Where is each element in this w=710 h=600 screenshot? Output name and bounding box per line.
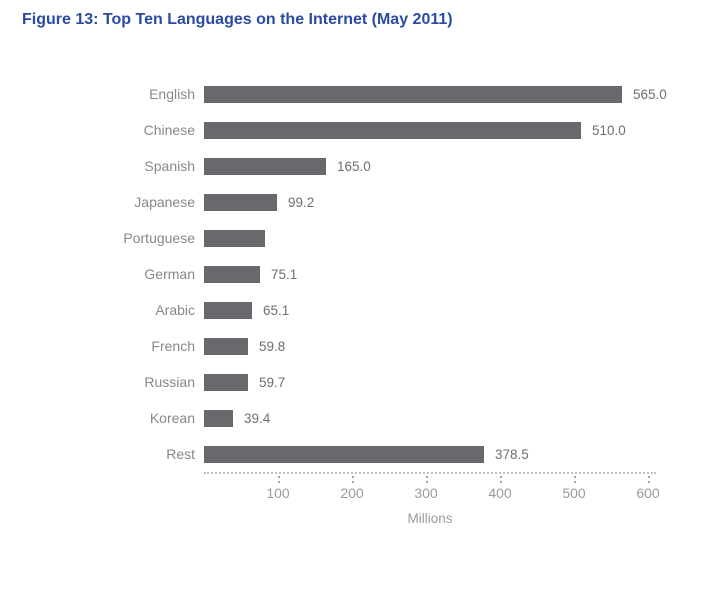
chart-row: Chinese 510.0 xyxy=(9,112,689,148)
value-label: 165.0 xyxy=(337,158,371,174)
x-axis-tick xyxy=(500,476,502,483)
x-axis-tick-label: 400 xyxy=(488,485,512,501)
category-label: Chinese xyxy=(143,122,195,138)
value-label: 378.5 xyxy=(495,446,529,462)
chart-row: Rest 378.5 xyxy=(9,436,689,472)
x-axis-tick-label: 100 xyxy=(266,485,290,501)
x-axis-tick xyxy=(426,476,428,483)
bar xyxy=(204,229,265,247)
bar xyxy=(204,265,260,283)
bar xyxy=(204,85,622,103)
x-axis-line xyxy=(204,472,656,474)
bar xyxy=(204,409,233,427)
figure-title: Figure 13: Top Ten Languages on the Inte… xyxy=(22,11,453,28)
category-label: English xyxy=(149,86,195,102)
bar xyxy=(204,121,581,139)
bar-area: 39.4 xyxy=(204,409,689,427)
x-axis-tick xyxy=(352,476,354,483)
category-label: Portuguese xyxy=(123,230,195,246)
category-label: French xyxy=(151,338,195,354)
bar-area: 165.0 xyxy=(204,157,689,175)
bar-area: 378.5 xyxy=(204,445,689,463)
chart-row: Arabic 65.1 xyxy=(9,292,689,328)
x-axis-tick-label: 300 xyxy=(414,485,438,501)
category-label: Rest xyxy=(166,446,195,462)
bar-area xyxy=(204,229,689,247)
bar xyxy=(204,301,252,319)
bar xyxy=(204,337,248,355)
value-label: 59.7 xyxy=(259,374,286,390)
x-axis-label: Millions xyxy=(407,511,453,526)
bar-chart: English 565.0 Chinese 510.0 Spanish 165.0 Japa… xyxy=(9,76,689,536)
category-label: Korean xyxy=(149,410,195,426)
chart-row: Spanish 165.0 xyxy=(9,148,689,184)
value-label: 65.1 xyxy=(263,302,290,318)
chart-row: Korean 39.4 xyxy=(9,400,689,436)
x-axis-tick-label: 600 xyxy=(636,485,660,501)
x-axis: 100 200 300 400 500 600 Millions xyxy=(204,472,660,536)
category-label: Spanish xyxy=(144,158,195,174)
chart-row: Japanese 99.2 xyxy=(9,184,689,220)
bar-area: 510.0 xyxy=(204,121,689,139)
chart-row: German 75.1 xyxy=(9,256,689,292)
chart-rows: English 565.0 Chinese 510.0 Spanish 165.0 Japa… xyxy=(9,76,689,472)
bar xyxy=(204,373,248,391)
value-label: 99.2 xyxy=(288,194,315,210)
x-axis-tick xyxy=(574,476,576,483)
category-label: Russian xyxy=(144,374,195,390)
bar xyxy=(204,157,326,175)
x-axis-tick xyxy=(278,476,280,483)
value-label: 510.0 xyxy=(592,122,626,138)
bar xyxy=(204,445,484,463)
chart-row: Portuguese xyxy=(9,220,689,256)
bar-area: 65.1 xyxy=(204,301,689,319)
chart-row: Russian 59.7 xyxy=(9,364,689,400)
value-label: 75.1 xyxy=(271,266,298,282)
bar-area: 565.0 xyxy=(204,85,689,103)
value-label: 565.0 xyxy=(633,86,667,102)
value-label: 59.8 xyxy=(259,338,286,354)
chart-row: English 565.0 xyxy=(9,76,689,112)
bar-area: 59.7 xyxy=(204,373,689,391)
value-label: 39.4 xyxy=(244,410,271,426)
x-axis-tick xyxy=(648,476,650,483)
bar-area: 59.8 xyxy=(204,337,689,355)
bar-area: 99.2 xyxy=(204,193,689,211)
category-label: German xyxy=(144,266,195,282)
bar-area: 75.1 xyxy=(204,265,689,283)
x-axis-tick-label: 200 xyxy=(340,485,364,501)
x-axis-tick-label: 500 xyxy=(562,485,586,501)
category-label: Arabic xyxy=(155,302,195,318)
bar xyxy=(204,193,277,211)
category-label: Japanese xyxy=(134,194,195,210)
chart-row: French 59.8 xyxy=(9,328,689,364)
